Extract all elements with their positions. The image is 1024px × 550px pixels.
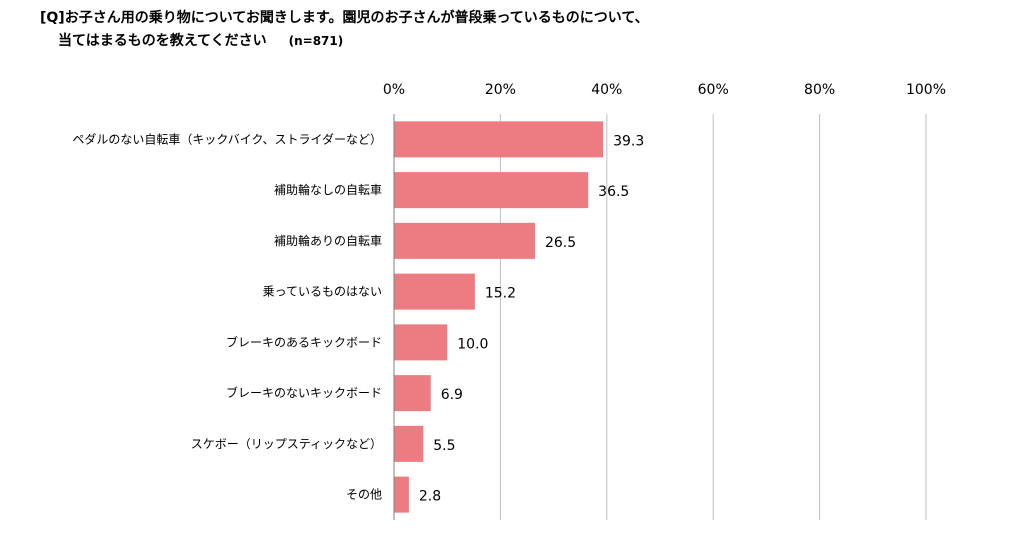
value-label: 6.9 — [441, 387, 463, 403]
x-tick-label: 100% — [906, 82, 946, 98]
bar — [394, 425, 424, 462]
bar — [394, 273, 475, 310]
x-tick-label: 0% — [383, 82, 405, 98]
chart-subtitle: 当てはまるものを教えてください (n=871) — [58, 30, 343, 50]
x-tick-label: 40% — [591, 82, 622, 98]
value-label: 15.2 — [485, 286, 516, 302]
bar — [394, 172, 589, 209]
bar — [394, 375, 431, 412]
category-label: ブレーキのないキックボード — [226, 385, 382, 400]
bar — [394, 476, 409, 513]
sample-size: (n=871) — [288, 34, 344, 48]
category-label: スケボー（リップスティックなど） — [191, 437, 382, 451]
value-label: 5.5 — [433, 438, 455, 454]
value-label: 10.0 — [457, 336, 488, 352]
x-tick-label: 80% — [804, 82, 835, 98]
value-label: 36.5 — [598, 184, 629, 200]
value-label: 26.5 — [545, 235, 576, 251]
bar — [394, 222, 535, 259]
category-label: その他 — [346, 488, 382, 502]
chart-title: [Q]お子さん用の乗り物についてお聞きします。園児のお子さんが普段乗っているもの… — [40, 7, 649, 27]
category-label: ペダルのない自転車（キックバイク、ストライダーなど） — [72, 131, 382, 146]
x-tick-label: 60% — [698, 82, 729, 98]
title-line2: 当てはまるものを教えてください — [58, 33, 267, 49]
category-label: 補助輪なしの自転車 — [274, 182, 382, 197]
category-label: ブレーキのあるキックボード — [226, 334, 382, 349]
title-line1: [Q]お子さん用の乗り物についてお聞きします。園児のお子さんが普段乗っているもの… — [40, 10, 649, 26]
category-label: 補助輪ありの自転車 — [274, 233, 382, 248]
value-label: 39.3 — [613, 133, 644, 149]
category-label: 乗っているものはない — [263, 285, 382, 299]
bar — [394, 324, 448, 361]
value-label: 2.8 — [419, 489, 441, 505]
bar — [394, 121, 604, 158]
x-tick-label: 20% — [485, 82, 516, 98]
